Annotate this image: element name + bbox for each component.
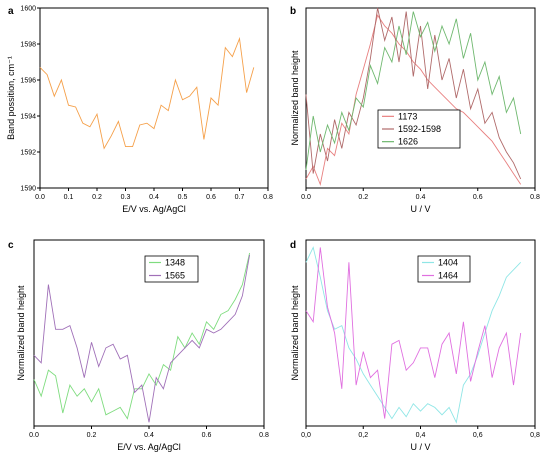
panel-a-xtick-label: 0.3 [121, 194, 131, 201]
panel-a-ytick-label: 1600 [20, 6, 36, 13]
panel-d-xtick-label: 0,0 [301, 432, 311, 439]
panel-c-legend [144, 255, 199, 283]
panel-c-series-1348 [33, 252, 251, 420]
panel-a-xtick-label: 0.0 [35, 194, 45, 201]
panel-c-xtick-label: 0.4 [144, 432, 154, 439]
panel-d-xtick-label: 0,6 [473, 432, 483, 439]
panel-a-xtick-label: 0.8 [263, 194, 273, 201]
panel-d-xlabel: U / V [410, 442, 430, 452]
panel-a-ytick-label: 1598 [20, 42, 36, 49]
panel-b-ylabel: Normalized band height [290, 50, 300, 146]
panel-b-xtick-label: 0.8 [530, 194, 540, 201]
panel-a-ytick-label: 1596 [20, 78, 36, 85]
panel-a-xtick-label: 0.4 [149, 194, 159, 201]
panel-d-xtick-label: 0,8 [530, 432, 540, 439]
panel-a-ytick-label: 1594 [20, 114, 36, 121]
panel-b-series-1626 [305, 11, 522, 171]
panel-a-ytick-label: 1592 [20, 150, 36, 157]
panel-c-xlabel: E/V vs. Ag/AgCl [117, 442, 181, 452]
panel-a-letter: a [8, 6, 14, 17]
panel-a-frame [39, 7, 269, 189]
panel-b-letter: b [290, 6, 296, 17]
panel-a-ylabel: Band possition, cm⁻¹ [6, 56, 16, 140]
panel-d-legend-label: 1464 [438, 271, 458, 281]
panel-b-xtick-label: 0.4 [416, 194, 426, 201]
panel-c-xtick-label: 0.2 [87, 432, 97, 439]
panel-c-xtick-label: 0.6 [202, 432, 212, 439]
panel-b-xtick-label: 0.6 [473, 194, 483, 201]
panel-c-xtick-label: 0.8 [259, 432, 269, 439]
panel-a-xtick-label: 0.6 [206, 194, 216, 201]
panel-a-xtick-label: 0.1 [64, 194, 74, 201]
panel-a-ytick-label: 1590 [20, 186, 36, 193]
panel-b-legend-label: 1626 [398, 137, 418, 147]
panel-c-letter: c [8, 240, 14, 251]
panel-d-legend [417, 255, 471, 283]
panel-d-letter: d [290, 240, 296, 251]
panel-b-series-1592-1598 [305, 7, 522, 180]
panel-b-xtick-label: 0.2 [358, 194, 368, 201]
panel-d-legend-label: 1404 [438, 258, 458, 268]
panel-b-legend-label: 1592-1598 [398, 124, 441, 134]
panel-c-xtick-label: 0.0 [29, 432, 39, 439]
panel-d-series-1404 [305, 246, 522, 424]
panel-a-series-line [39, 36, 255, 150]
panel-a-xtick-label: 0.7 [235, 194, 245, 201]
panel-b-series-1173 [305, 14, 522, 186]
panel-b-xlabel: U / V [410, 204, 430, 214]
panel-c-legend-label: 1348 [165, 258, 185, 268]
panel-b-xtick-label: 0.0 [301, 194, 311, 201]
panel-a-xtick-label: 0.2 [92, 194, 102, 201]
panel-d-xtick-label: 0,4 [416, 432, 426, 439]
panel-d-ylabel: Normalized band height [290, 285, 300, 381]
panel-c-ylabel: Normalized band height [16, 285, 26, 381]
panel-a-xlabel: E/V vs. Ag/AgCl [122, 204, 186, 214]
panel-c-legend-label: 1565 [165, 271, 185, 281]
panel-d-series-1464 [305, 247, 522, 419]
panel-d-xtick-label: 0,2 [358, 432, 368, 439]
panel-b-frame [305, 7, 536, 189]
panel-a-xtick-label: 0.5 [178, 194, 188, 201]
panel-c-series-1565 [33, 254, 251, 423]
panel-b-legend-label: 1173 [398, 111, 417, 121]
